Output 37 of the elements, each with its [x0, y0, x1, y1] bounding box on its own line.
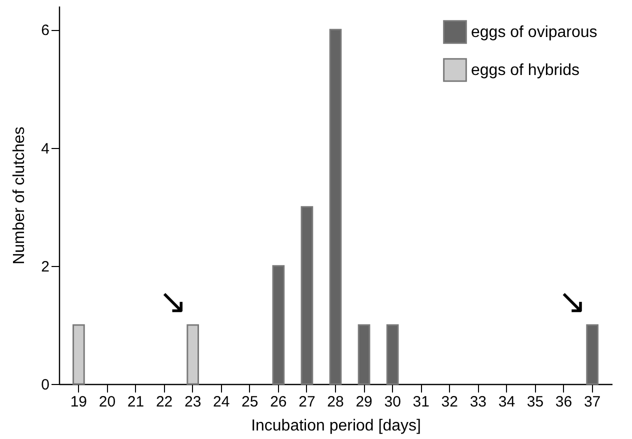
- y-tick-label: 0: [41, 376, 50, 394]
- x-tick-label: 26: [270, 394, 287, 410]
- bar: [300, 206, 314, 385]
- legend-label: eggs of hybrids: [471, 62, 580, 79]
- y-tick-label: 6: [41, 22, 50, 40]
- x-tick-label: 31: [412, 394, 430, 410]
- annotation: ↘: [558, 282, 587, 322]
- x-tick-label: 22: [156, 394, 173, 410]
- bar: [272, 265, 285, 385]
- x-tick-label: 27: [298, 394, 316, 410]
- legend-label: eggs of oviparous: [471, 24, 598, 41]
- bar: [72, 324, 85, 385]
- bar: [186, 324, 199, 385]
- x-axis-title: Incubation period [days]: [251, 418, 421, 434]
- x-tick-label: 32: [441, 394, 458, 410]
- x-tick-label: 33: [470, 394, 487, 410]
- x-tick-label: 36: [555, 394, 572, 410]
- bar: [358, 324, 370, 385]
- x-tick-label: 23: [184, 394, 202, 410]
- y-tick-label: 2: [41, 258, 50, 276]
- x-tick-label: 29: [356, 394, 372, 410]
- x-tick-label: 25: [242, 394, 258, 410]
- x-tick-label: 19: [70, 394, 88, 410]
- x-tick-label: 37: [584, 394, 601, 410]
- x-tick-label: 21: [127, 394, 144, 410]
- x-tick-label: 35: [526, 394, 544, 410]
- bar: [386, 324, 399, 385]
- y-axis-title: Number of clutches: [11, 126, 28, 264]
- y-tick-label: 4: [41, 140, 50, 158]
- x-tick-label: 28: [327, 394, 344, 410]
- x-tick-label: 24: [213, 394, 230, 410]
- bar: [586, 324, 598, 385]
- bar: [329, 28, 342, 385]
- x-tick-label: 34: [498, 394, 516, 410]
- x-tick-label: 30: [384, 394, 401, 410]
- annotation: ↘: [158, 282, 188, 322]
- x-tick-label: 20: [98, 394, 116, 410]
